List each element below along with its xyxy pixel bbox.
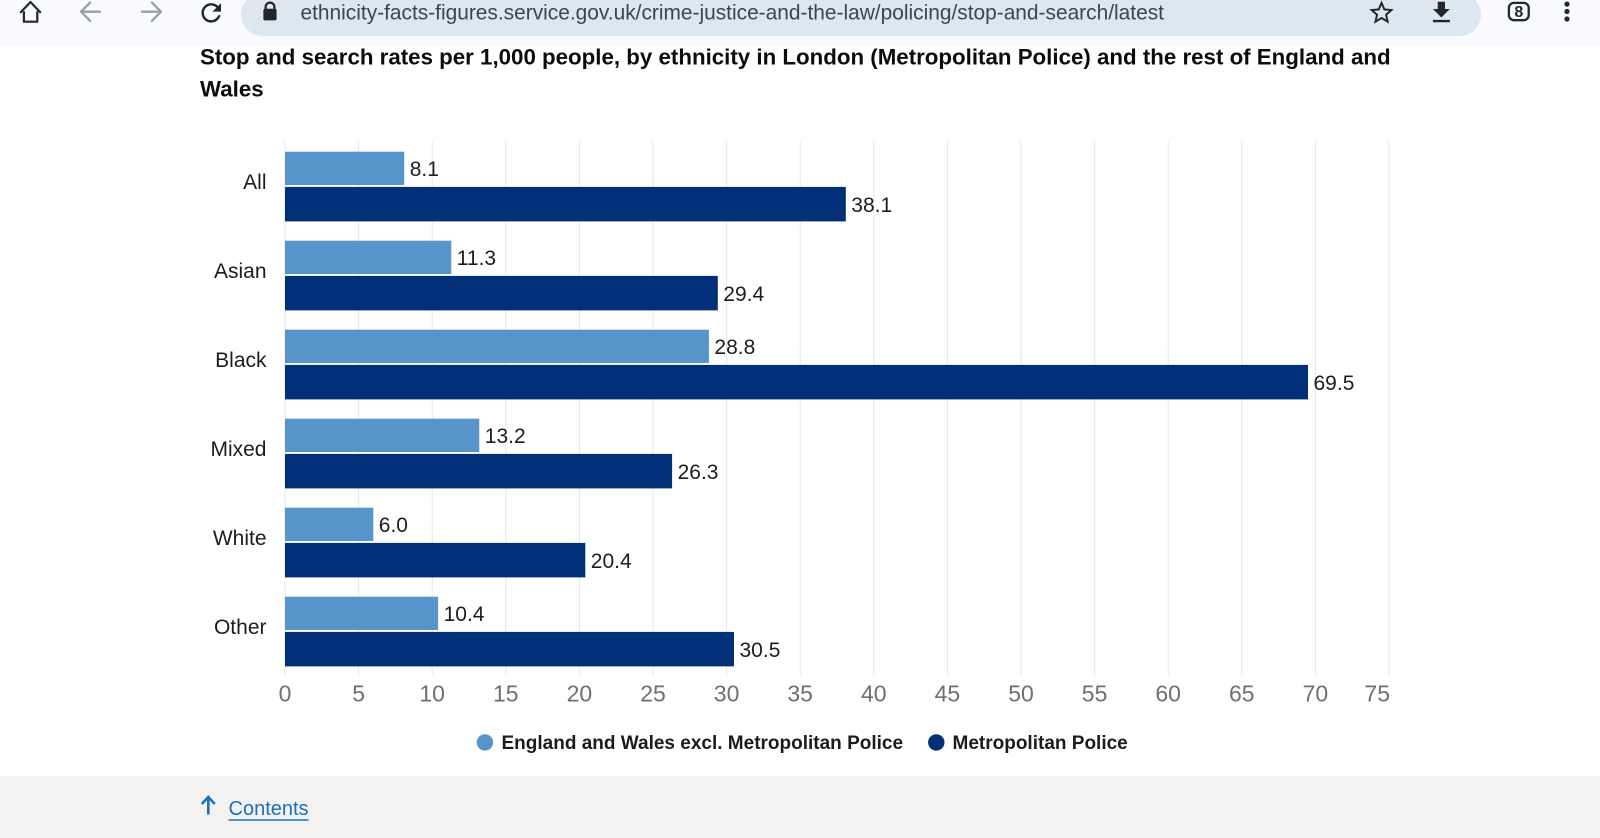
svg-text:38.1: 38.1: [851, 194, 892, 217]
svg-text:60: 60: [1155, 681, 1181, 707]
svg-text:10: 10: [419, 681, 445, 707]
svg-text:69.5: 69.5: [1314, 372, 1355, 395]
svg-text:Metropolitan Police: Metropolitan Police: [953, 733, 1128, 754]
svg-text:65: 65: [1229, 681, 1255, 707]
svg-text:Asian: Asian: [214, 260, 267, 283]
svg-text:Contents: Contents: [229, 798, 309, 820]
svg-text:45: 45: [935, 681, 961, 707]
svg-text:All: All: [243, 171, 266, 194]
svg-text:13.2: 13.2: [485, 425, 526, 448]
svg-text:Other: Other: [214, 616, 267, 639]
svg-text:55: 55: [1082, 681, 1108, 707]
svg-text:29.4: 29.4: [723, 283, 764, 306]
svg-text:11.3: 11.3: [457, 247, 496, 270]
svg-text:50: 50: [1008, 681, 1034, 707]
svg-text:30.5: 30.5: [740, 639, 781, 662]
svg-text:20: 20: [567, 681, 593, 707]
svg-text:75: 75: [1364, 681, 1390, 707]
svg-text:Mixed: Mixed: [210, 438, 266, 461]
svg-text:Stop and search rates per 1,00: Stop and search rates per 1,000 people, …: [200, 45, 1391, 70]
svg-text:70: 70: [1303, 681, 1329, 707]
svg-text:28.8: 28.8: [714, 336, 755, 359]
svg-text:30: 30: [714, 681, 740, 707]
svg-text:15: 15: [493, 681, 519, 707]
svg-text:26.3: 26.3: [678, 461, 719, 484]
svg-text:35: 35: [787, 681, 813, 707]
svg-text:5: 5: [352, 681, 365, 707]
svg-text:England and Wales excl. Metrop: England and Wales excl. Metropolitan Pol…: [502, 733, 904, 754]
svg-text:25: 25: [640, 681, 666, 707]
svg-text:Black: Black: [215, 349, 267, 372]
svg-text:8: 8: [1514, 4, 1523, 21]
svg-text:8.1: 8.1: [410, 158, 439, 181]
svg-text:White: White: [213, 527, 267, 550]
svg-text:Wales: Wales: [200, 76, 264, 101]
svg-text:ethnicity-facts-figures.servic: ethnicity-facts-figures.service.gov.uk/c…: [301, 2, 1165, 25]
svg-text:20.4: 20.4: [591, 550, 632, 573]
svg-text:10.4: 10.4: [444, 603, 485, 626]
svg-text:0: 0: [279, 681, 292, 707]
svg-text:6.0: 6.0: [379, 514, 408, 537]
svg-text:40: 40: [861, 681, 887, 707]
